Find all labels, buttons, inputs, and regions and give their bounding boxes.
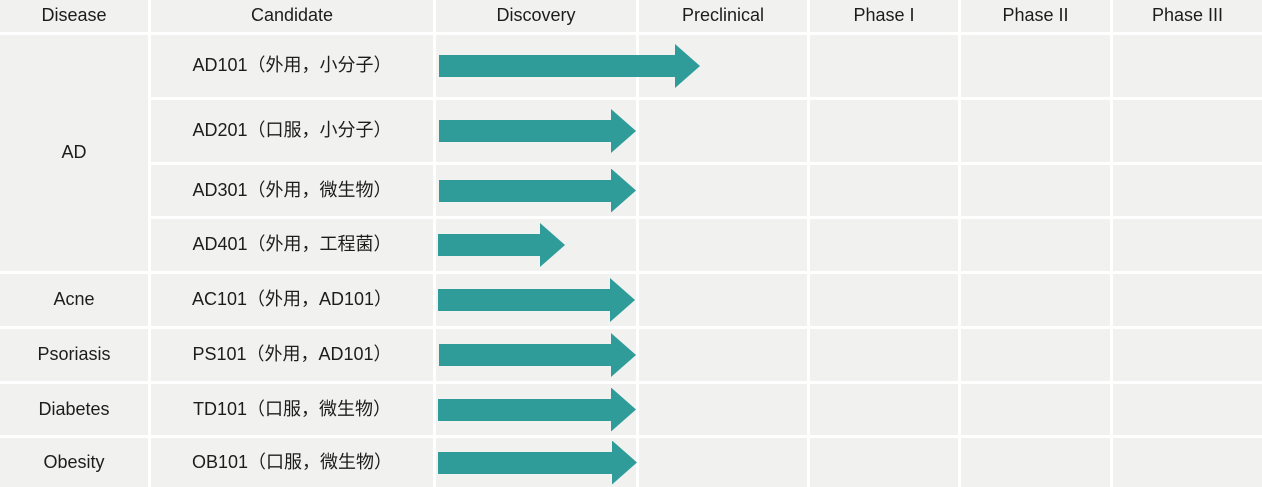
- phase-cell: [639, 165, 807, 216]
- phase-cell: [1113, 274, 1262, 326]
- phase-cell: [639, 219, 807, 271]
- phase-cell: [639, 384, 807, 435]
- disease-cell-ad: AD: [0, 35, 148, 271]
- phase-cell: [436, 384, 636, 435]
- phase-cell: [1113, 100, 1262, 162]
- candidate-cell: PS101（外用，AD101）: [151, 329, 433, 381]
- candidate-cell: AD101（外用，小分子）: [151, 35, 433, 97]
- phase-cell: [961, 329, 1110, 381]
- phase-cell: [810, 274, 958, 326]
- column-header-discovery: Discovery: [436, 0, 636, 32]
- phase-cell: [1113, 219, 1262, 271]
- phase-cell: [639, 100, 807, 162]
- candidate-cell: AD201（口服，小分子）: [151, 100, 433, 162]
- disease-cell-diabetes: Diabetes: [0, 384, 148, 435]
- phase-cell: [810, 35, 958, 97]
- phase-cell: [961, 100, 1110, 162]
- candidate-cell: TD101（口服，微生物）: [151, 384, 433, 435]
- phase-cell: [436, 35, 636, 97]
- phase-cell: [810, 384, 958, 435]
- column-header-phase-1: Phase I: [810, 0, 958, 32]
- column-header-preclinical: Preclinical: [639, 0, 807, 32]
- phase-cell: [436, 438, 636, 487]
- phase-cell: [961, 165, 1110, 216]
- candidate-cell: OB101（口服，微生物）: [151, 438, 433, 487]
- phase-cell: [810, 329, 958, 381]
- phase-cell: [961, 274, 1110, 326]
- phase-cell: [810, 165, 958, 216]
- phase-cell: [1113, 35, 1262, 97]
- column-header-disease: Disease: [0, 0, 148, 32]
- disease-cell-psoriasis: Psoriasis: [0, 329, 148, 381]
- phase-cell: [639, 274, 807, 326]
- phase-cell: [639, 329, 807, 381]
- column-header-phase-2: Phase II: [961, 0, 1110, 32]
- candidate-cell: AD401（外用，工程菌）: [151, 219, 433, 271]
- candidate-cell: AD301（外用，微生物）: [151, 165, 433, 216]
- phase-cell: [810, 438, 958, 487]
- disease-cell-acne: Acne: [0, 274, 148, 326]
- phase-cell: [961, 384, 1110, 435]
- phase-cell: [436, 219, 636, 271]
- candidate-cell: AC101（外用，AD101）: [151, 274, 433, 326]
- phase-cell: [1113, 438, 1262, 487]
- phase-cell: [810, 219, 958, 271]
- phase-cell: [810, 100, 958, 162]
- column-header-candidate: Candidate: [151, 0, 433, 32]
- column-header-phase-3: Phase III: [1113, 0, 1262, 32]
- phase-cell: [639, 35, 807, 97]
- phase-cell: [436, 329, 636, 381]
- phase-cell: [1113, 165, 1262, 216]
- phase-cell: [436, 100, 636, 162]
- phase-cell: [961, 438, 1110, 487]
- phase-cell: [961, 219, 1110, 271]
- phase-cell: [639, 438, 807, 487]
- disease-cell-obesity: Obesity: [0, 438, 148, 487]
- phase-cell: [436, 274, 636, 326]
- phase-cell: [1113, 384, 1262, 435]
- phase-cell: [961, 35, 1110, 97]
- phase-cell: [436, 165, 636, 216]
- phase-cell: [1113, 329, 1262, 381]
